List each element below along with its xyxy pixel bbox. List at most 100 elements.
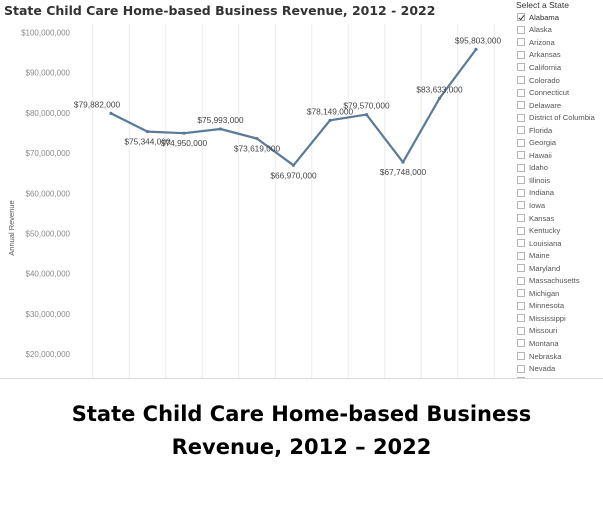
state-option-label: Maryland [529,263,561,273]
checkbox-icon[interactable] [517,226,525,235]
state-option-alabama[interactable]: Alabama [517,11,595,24]
chart-title: State Child Care Home-based Business Rev… [4,3,436,18]
state-option-indiana[interactable]: Indiana [517,187,595,200]
checkbox-icon[interactable] [517,50,525,59]
checkbox-icon[interactable] [517,188,525,197]
state-option-label: Iowa [529,200,546,210]
divider [0,378,603,379]
checkbox-icon[interactable] [517,314,525,323]
state-option-new-hampshire[interactable]: New Hampshire [517,375,595,378]
state-option-michigan[interactable]: Michigan [517,287,595,300]
y-tick-label: $80,000,000 [26,109,71,118]
y-axis-label: Annual Revenue [7,200,16,255]
state-option-hawaii[interactable]: Hawaii [517,149,595,162]
state-option-label: Kansas [529,213,555,223]
state-option-minnesota[interactable]: Minnesota [517,300,595,313]
state-option-arkansas[interactable]: Arkansas [517,49,595,62]
checkbox-icon[interactable] [517,352,525,361]
data-label: $74,950,000 [161,138,208,148]
data-label: $75,344,000 [124,137,171,147]
state-option-arizona[interactable]: Arizona [517,36,595,49]
checkbox-icon[interactable] [517,239,525,248]
state-option-nevada[interactable]: Nevada [517,362,595,375]
checkbox-icon[interactable] [517,301,525,310]
checkbox-icon[interactable] [517,264,525,273]
image-caption: State Child Care Home-based Business Rev… [0,398,603,464]
state-option-connecticut[interactable]: Connecticut [517,86,595,99]
data-point [364,113,369,117]
data-point [328,118,332,122]
state-option-missouri[interactable]: Missouri [517,325,595,338]
checkbox-icon[interactable] [517,326,525,335]
state-option-label: Michigan [529,288,560,298]
state-option-louisiana[interactable]: Louisiana [517,237,595,250]
state-option-colorado[interactable]: Colorado [517,74,595,87]
y-tick-label: $30,000,000 [26,310,71,319]
state-option-maryland[interactable]: Maryland [517,262,595,275]
checkbox-icon[interactable] [517,76,525,84]
data-label: $79,570,000 [343,101,390,111]
state-filter-panel: Select a State Alabama Alaska Arizona Arkan… [514,0,603,378]
state-option-label: Connecticut [529,88,570,98]
y-tick-label: $50,000,000 [26,230,71,239]
checkbox-icon[interactable] [517,364,525,373]
data-label: $66,970,000 [270,170,317,180]
checkbox-icon[interactable] [517,88,525,97]
caption-line-2: Revenue, 2012 – 2022 [171,435,432,459]
state-option-label: Massachusetts [529,276,580,286]
checkbox-icon[interactable] [517,138,525,147]
checkbox-icon[interactable] [517,63,525,72]
checkbox-icon[interactable] [517,38,525,47]
state-option-label: Alaska [529,25,552,35]
state-option-maine[interactable]: Maine [517,249,595,262]
state-option-label: Florida [529,125,553,135]
state-option-iowa[interactable]: Iowa [517,199,595,212]
checkbox-icon[interactable] [517,163,525,172]
state-option-idaho[interactable]: Idaho [517,162,595,175]
checkbox-icon[interactable] [517,101,525,110]
state-option-california[interactable]: California [517,61,595,74]
checkbox-icon[interactable] [517,377,525,378]
state-option-nebraska[interactable]: Nebraska [517,350,595,363]
data-point [145,130,150,134]
checkbox-icon[interactable] [517,339,525,348]
state-option-district-of-columbia[interactable]: District of Columbia [517,111,595,124]
state-option-montana[interactable]: Montana [517,337,595,350]
state-list: Alabama Alaska Arizona Arkansas California Co… [517,11,595,378]
checkbox-checked-icon[interactable] [517,13,525,22]
data-point [218,127,223,131]
state-option-georgia[interactable]: Georgia [517,136,595,149]
checkbox-icon[interactable] [517,276,525,285]
state-option-kentucky[interactable]: Kentucky [517,224,595,237]
state-option-label: Nebraska [529,351,562,361]
state-option-label: Alabama [529,12,559,22]
checkbox-icon[interactable] [517,151,525,160]
caption-line-1: State Child Care Home-based Business [71,402,532,426]
state-option-kansas[interactable]: Kansas [517,212,595,225]
state-option-label: Louisiana [529,238,562,248]
checkbox-icon[interactable] [517,201,525,210]
checkbox-icon[interactable] [517,126,525,135]
data-label: $78,149,000 [307,106,354,116]
state-option-massachusetts[interactable]: Massachusetts [517,274,595,287]
checkbox-icon[interactable] [517,289,525,298]
state-filter-title: Select a State [516,0,569,10]
checkbox-icon[interactable] [517,214,525,223]
data-label: $73,619,000 [234,144,281,154]
state-option-label: Arizona [529,37,555,47]
checkbox-icon[interactable] [517,176,525,185]
state-option-mississippi[interactable]: Mississippi [517,312,595,325]
state-option-illinois[interactable]: Illinois [517,174,595,187]
checkbox-icon[interactable] [517,251,525,260]
checkbox-icon[interactable] [517,113,525,122]
state-option-label: Mississippi [529,313,566,323]
state-option-label: Idaho [529,163,549,173]
state-option-delaware[interactable]: Delaware [517,99,595,112]
data-point [401,160,405,164]
checkbox-icon[interactable] [517,25,525,34]
data-point [437,96,442,100]
state-option-alaska[interactable]: Alaska [517,24,595,37]
y-tick-label: $90,000,000 [26,69,71,78]
state-option-florida[interactable]: Florida [517,124,595,137]
data-point [182,131,186,135]
